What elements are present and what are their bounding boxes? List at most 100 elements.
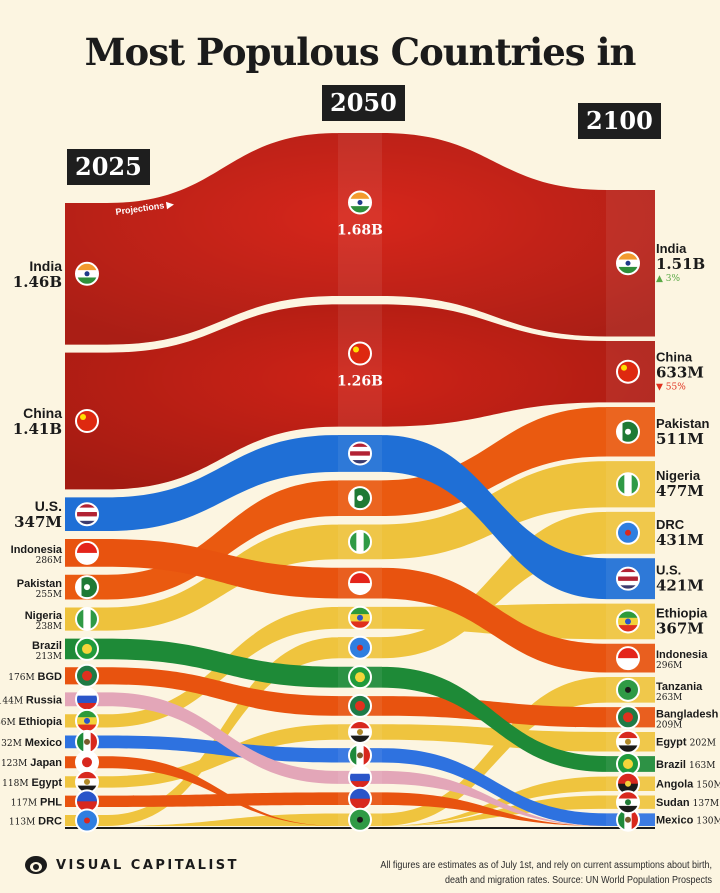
flag-drc-icon (616, 520, 640, 545)
label-2100-bangladesh: Bangladesh (656, 708, 719, 720)
flag-us-icon (616, 566, 640, 591)
value-2100-china: 633M (656, 364, 704, 382)
label-2100-angola: Angola 150M (656, 779, 720, 791)
flag-mexico-icon (75, 729, 99, 754)
value-2025-india: 1.46B (13, 273, 62, 291)
flag-philippines-icon (348, 786, 372, 811)
label-2100-nigeria: Nigeria (656, 468, 701, 483)
flag-bangladesh-icon (616, 705, 640, 730)
ribbon-shape-indonesia (65, 539, 655, 673)
label-2025-indonesia: Indonesia (11, 544, 63, 556)
value-2100-nigeria: 477M (656, 482, 704, 500)
value-2025-ethiopia: 136M (0, 718, 19, 728)
value-2025-japan: 123M (1, 759, 30, 769)
flag-ethiopia-icon (616, 609, 640, 634)
name-2025-russia: Russia (26, 694, 63, 706)
flag-india-icon (616, 251, 640, 276)
change-2100-india: ▲ 3% (656, 274, 681, 284)
value-2025-us: 347M (14, 513, 62, 531)
value-2025-bangladesh: 176M (8, 673, 37, 683)
ribbon-shape-egypt (65, 724, 655, 788)
flag-japan-icon (75, 750, 99, 775)
name-2025-japan: Japan (30, 757, 62, 769)
flag-nigeria-icon (348, 529, 372, 554)
label-2100-india: India (656, 241, 687, 256)
flag-brazil-icon (616, 751, 640, 776)
value-2100-angola: 150M (696, 781, 720, 791)
chart-title: Most Populous Countries in (84, 30, 637, 74)
ribbon-shape-us (65, 435, 655, 600)
label-2025-drc: 113M DRC (9, 816, 62, 828)
label-2025-egypt: 118M Egypt (2, 777, 62, 789)
flag-china-icon (75, 409, 99, 434)
flag-mexico-icon (348, 743, 372, 768)
name-2025-egypt: Egypt (31, 777, 62, 789)
flag-sudan-icon (616, 790, 640, 815)
label-2025-japan: 123M Japan (1, 757, 62, 769)
value-2025-pakistan: 255M (36, 590, 62, 600)
label-2100-china: China (656, 350, 693, 365)
name-2100-angola: Angola (656, 779, 696, 791)
value-2100-brazil: 163M (689, 761, 715, 771)
crowd-photo-overlay (65, 304, 655, 490)
label-2100-egypt: Egypt 202M (656, 737, 716, 749)
label-2025-us: U.S. (35, 498, 62, 514)
ribbon-shape-russia (65, 692, 607, 826)
ribbons-layer (65, 133, 655, 826)
flag-brazil-icon (75, 636, 99, 661)
flag-indonesia-icon (348, 571, 372, 596)
value-2025-drc: 113M (9, 818, 38, 828)
ribbon-china (65, 304, 655, 490)
label-2100-pakistan: Pakistan (656, 416, 710, 431)
flag-bangladesh-icon (75, 663, 99, 688)
flag-us-icon (348, 441, 372, 466)
flag-drc-icon (75, 808, 99, 833)
value-2025-brazil: 213M (36, 652, 62, 662)
label-2100-drc: DRC (656, 517, 685, 532)
value-2025-egypt: 118M (2, 779, 31, 789)
flag-india-icon (348, 190, 372, 215)
flag-tanzania-icon (348, 807, 372, 832)
value-2100-sudan: 137M (693, 799, 719, 809)
label-2025-bangladesh: 176M BGD (8, 671, 62, 683)
flag-pakistan-icon (616, 419, 640, 444)
ribbon-india (65, 133, 655, 345)
flag-us-icon (75, 502, 99, 527)
value-2100-indonesia: 296M (656, 661, 682, 671)
name-2025-drc: DRC (38, 816, 62, 828)
value-2100-pakistan: 511M (656, 430, 704, 448)
name-2100-brazil: Brazil (656, 759, 689, 771)
label-2100-tanzania: Tanzania (656, 681, 703, 693)
label-2025-india: India (29, 258, 62, 274)
label-2100-sudan: Sudan 137M (656, 797, 719, 809)
label-2025-ethiopia: 136M Ethiopia (0, 716, 63, 728)
brand-name: VISUAL CAPITALIST (56, 857, 240, 873)
value-2050-china: 1.26B (337, 373, 383, 389)
flag-russia-icon (75, 687, 99, 712)
value-2025-philippines: 117M (11, 798, 40, 808)
label-2025-russia: 144M Russia (0, 694, 63, 706)
value-2025-russia: 144M (0, 696, 26, 706)
flag-egypt-icon (616, 729, 640, 754)
flag-russia-icon (348, 765, 372, 790)
flag-ethiopia-icon (75, 708, 99, 733)
ribbon-shape-philippines (65, 792, 607, 826)
flag-china-icon (616, 359, 640, 384)
value-2100-mexico: 130M (696, 817, 720, 827)
label-2100-brazil: Brazil 163M (656, 759, 715, 771)
flags-layer (75, 190, 640, 833)
flag-ethiopia-icon (348, 605, 372, 630)
label-2025-brazil: Brazil (32, 640, 62, 652)
flag-india-icon (75, 261, 99, 286)
label-2025-pakistan: Pakistan (17, 578, 63, 590)
year-label-2100: 2100 (578, 103, 661, 139)
flag-china-icon (348, 341, 372, 366)
year-label-2050: 2050 (322, 85, 405, 121)
value-2025-indonesia: 286M (36, 556, 62, 566)
flag-indonesia-icon (75, 540, 99, 565)
value-2100-tanzania: 263M (656, 693, 682, 703)
value-2025-mexico: 132M (0, 739, 25, 749)
visual-capitalist-logo-icon (25, 856, 47, 874)
